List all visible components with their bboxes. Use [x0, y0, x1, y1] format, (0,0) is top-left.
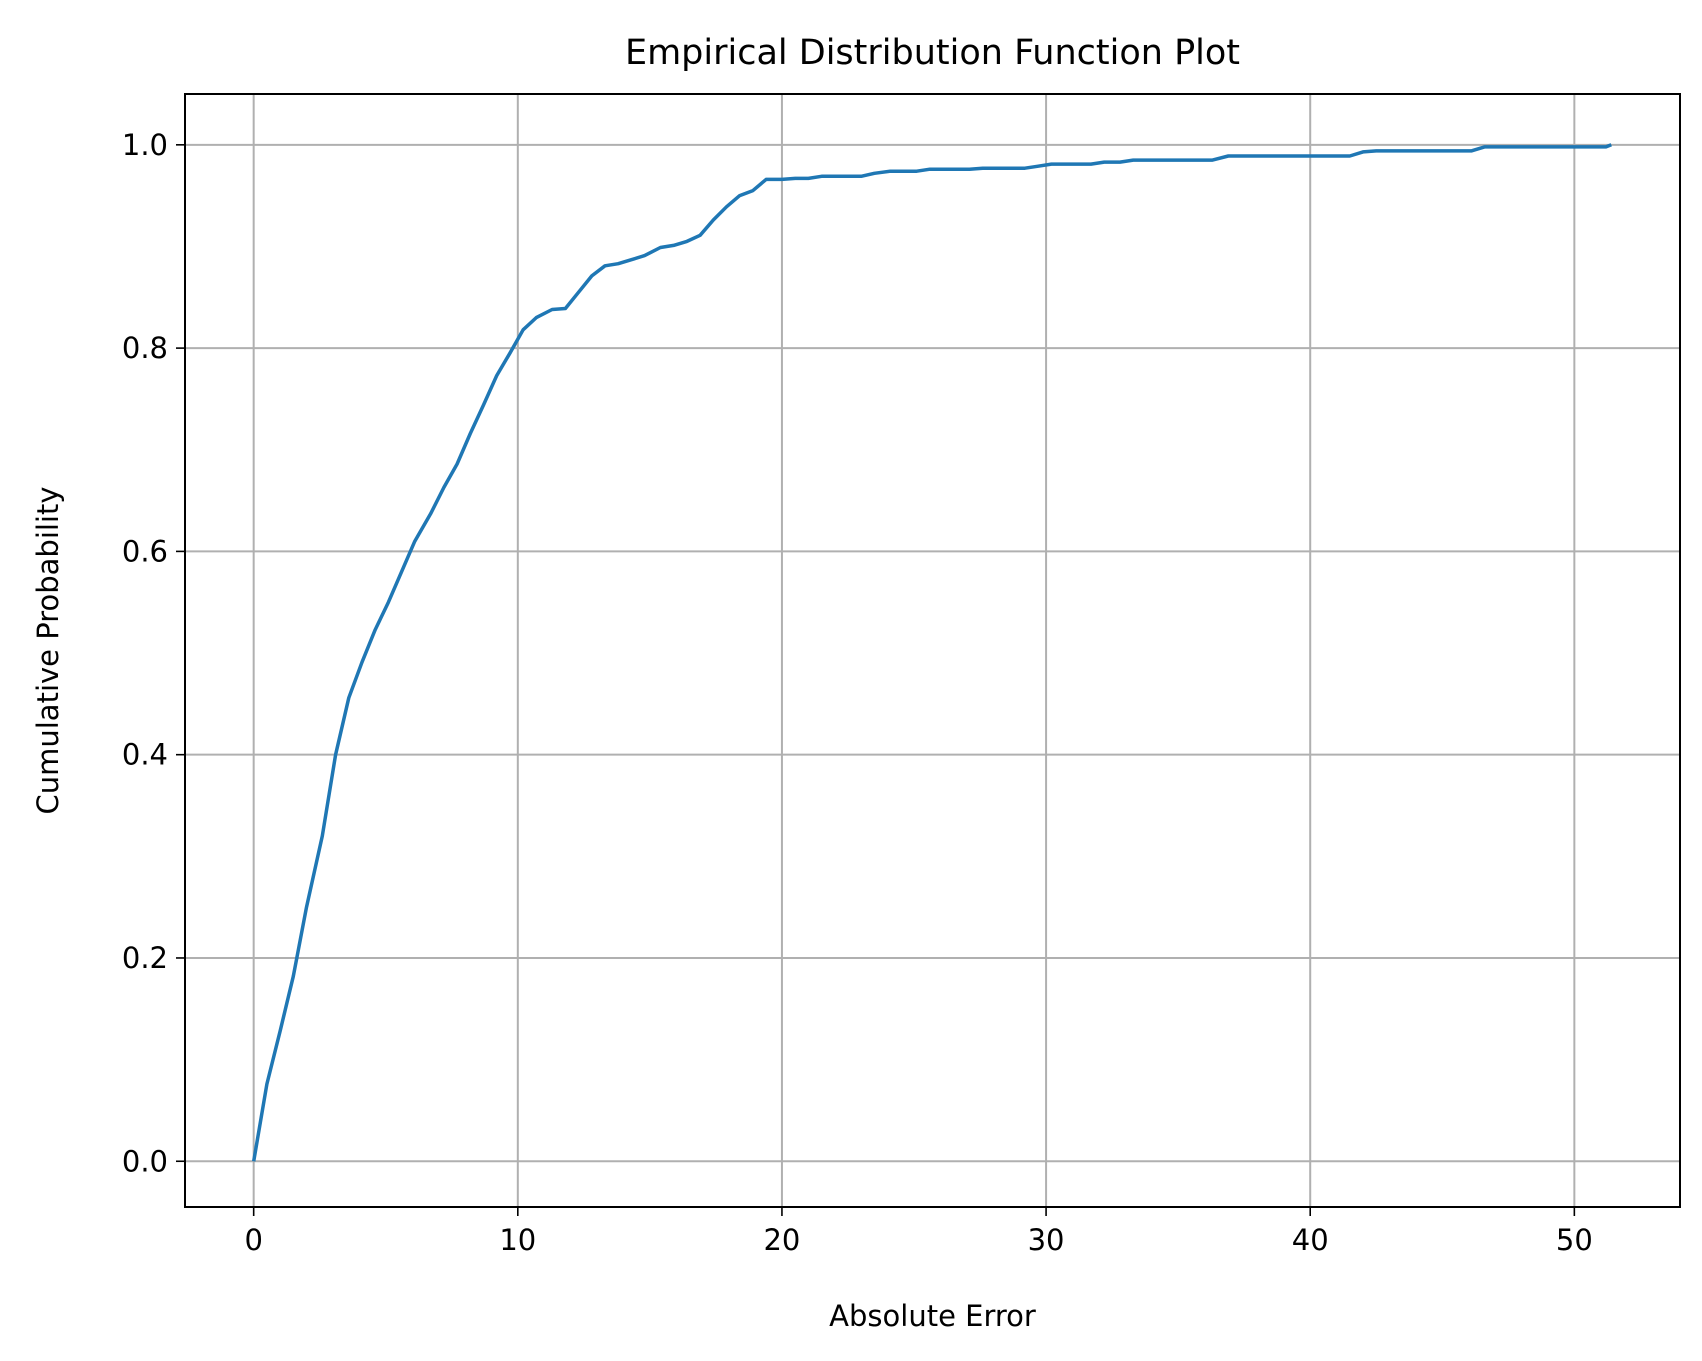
y-tick-label: 0.6 [122, 534, 168, 568]
ticks: 0 10 20 30 40 50 0.0 0.2 0.4 0.6 0.8 1.0 [122, 128, 1593, 1257]
x-tick-label: 20 [763, 1223, 800, 1257]
y-tick-label: 0.4 [122, 738, 168, 772]
series-layer [251, 143, 1612, 1162]
chart-title: Empirical Distribution Function Plot [625, 33, 1240, 73]
y-tick-label: 1.0 [122, 128, 168, 162]
edf-series-line [251, 143, 1612, 1162]
grid [185, 94, 1680, 1207]
x-axis-title: Absolute Error [829, 1299, 1036, 1333]
x-tick-label: 30 [1028, 1223, 1065, 1257]
y-axis-title: Cumulative Probability [31, 486, 65, 814]
y-tick-label: 0.0 [122, 1144, 168, 1178]
x-tick-label: 50 [1556, 1223, 1593, 1257]
axes-frame [184, 93, 1681, 1208]
y-tick-label: 0.2 [122, 941, 168, 975]
x-tick-label: 10 [499, 1223, 536, 1257]
y-tick-label: 0.8 [122, 331, 168, 365]
x-tick-label: 0 [244, 1223, 262, 1257]
x-tick-label: 40 [1292, 1223, 1329, 1257]
